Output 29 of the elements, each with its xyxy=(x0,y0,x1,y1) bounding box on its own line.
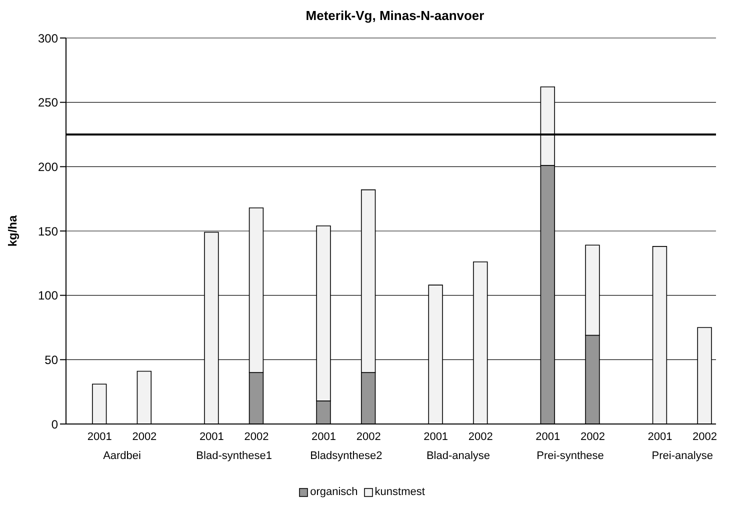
y-tick-label: 100 xyxy=(38,288,58,303)
x-tick-label: 2002 xyxy=(468,430,493,443)
chart-title: Meterik-Vg, Minas-N-aanvoer xyxy=(304,8,486,25)
x-tick-label: 2001 xyxy=(536,430,560,443)
x-tick-label: 2002 xyxy=(244,430,269,443)
text: Blad-synthese1 xyxy=(195,450,273,462)
text: Blad-analyse xyxy=(425,450,492,462)
text: Bladsynthese2 xyxy=(309,450,384,462)
y-tick-label: 250 xyxy=(38,96,58,110)
x-tick-label: 2002 xyxy=(692,430,718,443)
x-tick-label: 2001 xyxy=(648,430,672,443)
y-tick-label: 200 xyxy=(38,160,58,174)
text: Aardbei xyxy=(102,450,142,462)
x-tick-label: 2001 xyxy=(424,430,448,443)
y-tick-label: 150 xyxy=(38,224,58,238)
legend-label: kunstmest xyxy=(374,486,425,498)
y-tick-label: 0 xyxy=(51,417,58,432)
x-tick-label: 2001 xyxy=(312,430,336,443)
y-axis-title: kg/ha xyxy=(5,215,20,247)
x-tick-label: 2001 xyxy=(199,430,224,443)
x-tick-label: 2002 xyxy=(580,430,605,443)
y-tick-label: 300 xyxy=(38,31,58,46)
x-tick-label: 2001 xyxy=(87,430,112,443)
legend-label: organisch xyxy=(310,486,358,498)
text: Prei-synthese xyxy=(536,450,605,462)
text: Prei-analyse xyxy=(650,450,714,462)
y-tick-label: 50 xyxy=(44,352,58,367)
x-tick-label: 2002 xyxy=(356,430,381,443)
x-tick-label: 2002 xyxy=(132,430,157,443)
